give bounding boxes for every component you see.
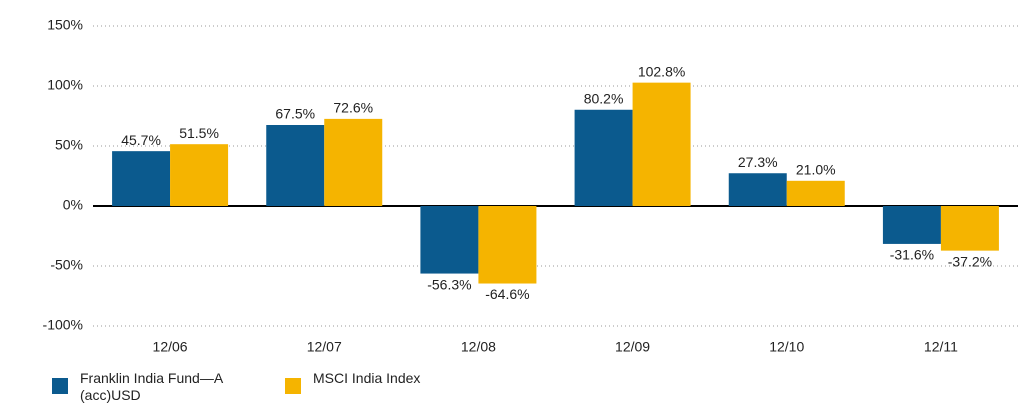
bar [420,206,479,274]
value-label: 80.2% [584,90,624,106]
bar [574,109,633,206]
bar [324,118,383,206]
x-tick-label: 12/07 [307,339,342,355]
legend-label: MSCI India Index [313,370,421,386]
bar [786,180,845,206]
x-tick-label: 12/06 [153,339,188,355]
x-tick-label: 12/09 [615,339,650,355]
bar [170,144,229,206]
bar [940,206,999,251]
y-tick-label: 50% [55,137,83,153]
value-label: 45.7% [121,132,161,148]
bar [266,125,325,206]
legend-item: Franklin India Fund—A (acc)USD [52,370,255,404]
bar [632,82,691,206]
y-tick-label: 100% [47,77,83,93]
legend: Franklin India Fund—A (acc)USD MSCI India… [52,370,420,404]
value-label: 21.0% [796,162,836,178]
value-label: -31.6% [890,247,934,263]
value-label: -37.2% [948,253,992,269]
value-label: -64.6% [485,286,529,302]
value-label: 51.5% [179,125,219,141]
value-label: -56.3% [427,276,471,292]
x-tick-label: 12/08 [461,339,496,355]
value-label: 27.3% [738,154,778,170]
legend-label: Franklin India Fund—A (acc)USD [80,370,223,403]
value-label: 67.5% [275,106,315,122]
value-label: 72.6% [333,100,373,116]
value-label: 102.8% [638,63,685,79]
bar [882,206,941,244]
legend-item: MSCI India Index [285,370,420,404]
x-tick-label: 12/11 [924,339,958,355]
bar [112,151,171,206]
y-tick-label: 150% [47,17,83,33]
x-tick-label: 12/10 [769,339,804,355]
bar [478,206,537,284]
y-tick-label: -100% [43,317,83,333]
legend-swatch [285,378,301,394]
bar [728,173,787,206]
chart: -100% -50% 0% 50% 100% 150% 12/06 45.7% 51.5% 12/… [43,17,1018,355]
y-tick-label: 0% [63,197,83,213]
legend-swatch [52,378,68,394]
y-tick-label: -50% [50,257,83,273]
